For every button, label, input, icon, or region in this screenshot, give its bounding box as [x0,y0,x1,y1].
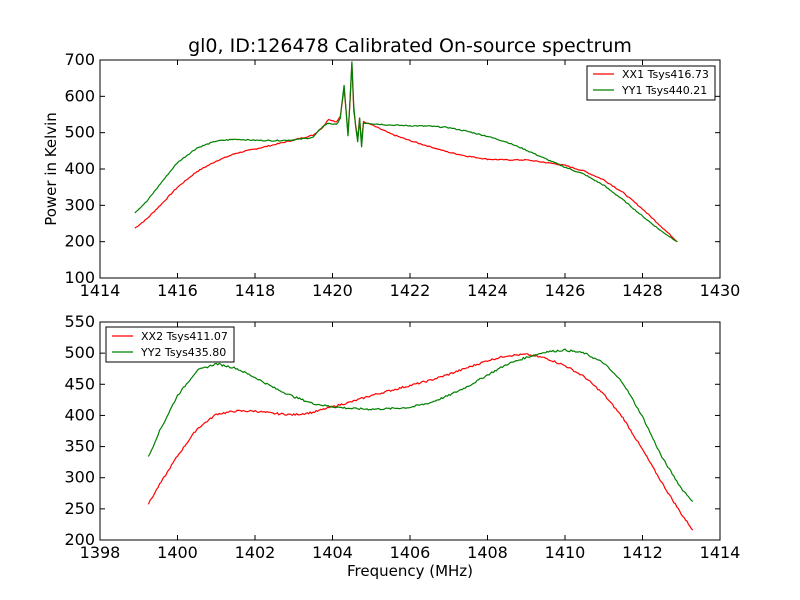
x-tick-label: 1420 [312,281,353,300]
x-tick-label: 1414 [80,281,121,300]
y-tick-label: 300 [64,468,95,487]
x-tick-label: 1418 [235,281,276,300]
top-chart: gl0, ID:126478 Calibrated On-source spec… [42,35,740,300]
top-chart-legend-box [586,65,716,101]
legend-label-yy1: YY1 Tsys440.21 [621,84,707,97]
x-tick-label: 1408 [467,543,508,562]
x-tick-label: 1414 [700,543,741,562]
top-chart-series [134,61,678,243]
y-tick-label: 200 [64,232,95,251]
bottom-chart-frame [99,321,721,541]
x-tick-label: 1422 [390,281,431,300]
y-tick-label: 200 [64,530,95,549]
series-line-xx1 [134,64,678,243]
x-tick-label: 1398 [80,543,121,562]
y-tick-label: 250 [64,499,95,518]
y-tick-label: 450 [64,374,95,393]
bottom-chart: Frequency (MHz) 1398 1400 1402 1404 1406 1408… [64,312,740,580]
top-chart-title: gl0, ID:126478 Calibrated On-source spec… [188,35,632,57]
bottom-chart-legend-box [105,326,235,363]
y-tick-label: 700 [64,50,95,69]
y-tick-label: 500 [64,123,95,142]
series-line-xx2 [147,353,694,531]
x-tick-label: 1430 [700,281,741,300]
x-tick-label: 1400 [157,543,198,562]
top-chart-frame [99,59,721,279]
y-tick-label: 400 [64,159,95,178]
y-tick-label: 550 [64,312,95,331]
y-tick-label: 350 [64,437,95,456]
bottom-chart-legend: XX2 Tsys411.07 YY2 Tsys435.80 [105,326,235,363]
bottom-chart-ticks: 1398 1400 1402 1404 1406 1408 1410 1412 1414 200 2… [64,312,740,562]
x-tick-label: 1406 [390,543,431,562]
y-tick-label: 600 [64,86,95,105]
y-tick-label: 300 [64,195,95,214]
x-tick-label: 1424 [467,281,508,300]
x-tick-label: 1410 [545,543,586,562]
x-tick-label: 1404 [312,543,353,562]
x-tick-label: 1402 [235,543,276,562]
y-tick-label: 500 [64,343,95,362]
y-tick-label: 400 [64,405,95,424]
top-chart-ticks: 1414 1416 1418 1420 1422 1424 1426 1428 1430 100 2… [64,50,740,300]
x-tick-label: 1416 [157,281,198,300]
legend-label-xx1: XX1 Tsys416.73 [622,68,709,81]
legend-label-xx2: XX2 Tsys411.07 [141,330,228,343]
bottom-chart-series [147,348,694,531]
legend-label-yy2: YY2 Tsys435.80 [140,346,226,359]
x-tick-label: 1426 [545,281,586,300]
x-tick-label: 1412 [622,543,663,562]
bottom-chart-xlabel: Frequency (MHz) [347,562,473,580]
series-line-yy2 [147,348,694,502]
y-tick-label: 100 [64,268,95,287]
top-chart-legend: XX1 Tsys416.73 YY1 Tsys440.21 [586,65,716,101]
x-tick-label: 1428 [622,281,663,300]
top-chart-ylabel: Power in Kelvin [42,112,60,226]
series-line-yy1 [134,61,678,243]
